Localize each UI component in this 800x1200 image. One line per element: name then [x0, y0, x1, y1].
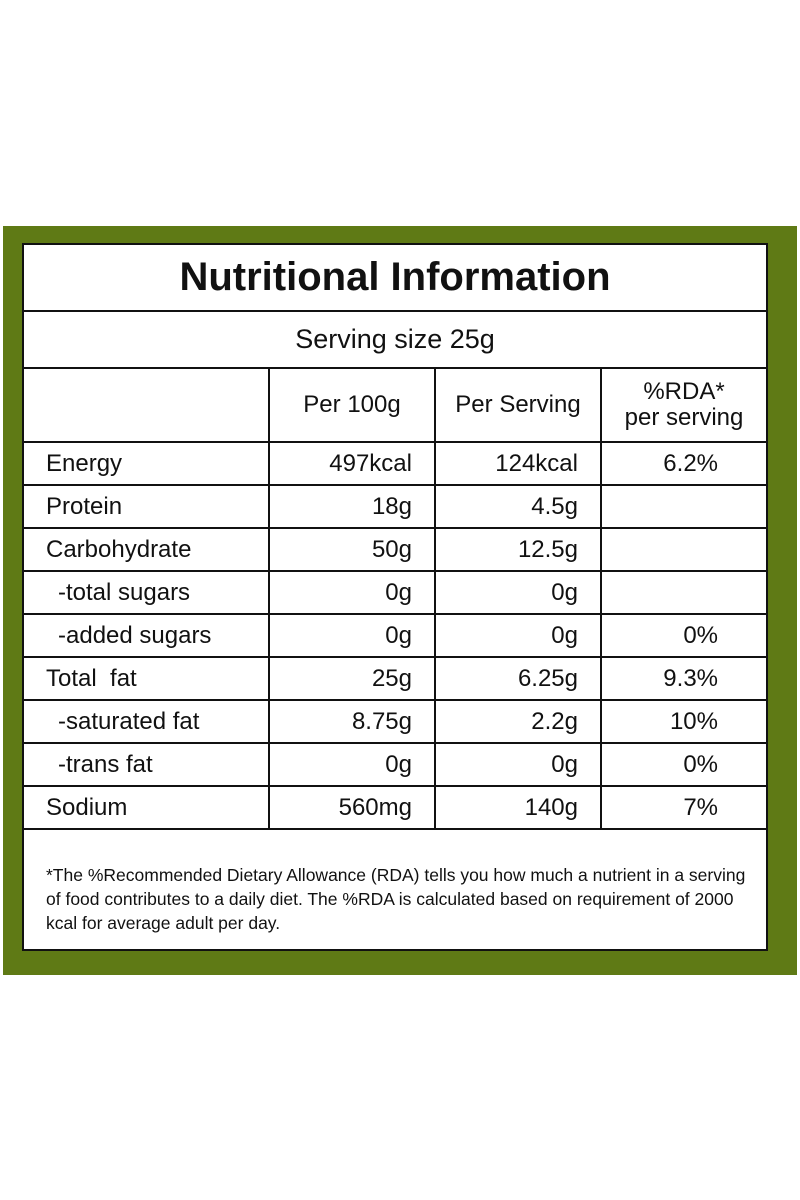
- table-row: Energy 497kcal 124kcal 6.2%: [24, 441, 766, 486]
- rda-value: [600, 484, 766, 529]
- per-100g-value: 0g: [268, 570, 436, 615]
- rda-value: 0%: [600, 613, 766, 658]
- per-100g-value: 18g: [268, 484, 436, 529]
- nutrient-name: Sodium: [24, 785, 270, 830]
- per-serving-value: 12.5g: [434, 527, 602, 572]
- table-row: Carbohydrate 50g 12.5g: [24, 527, 766, 572]
- table-row: -added sugars 0g 0g 0%: [24, 613, 766, 658]
- nutrient-name: -added sugars: [24, 613, 270, 658]
- rda-value: 10%: [600, 699, 766, 744]
- table-row: Total fat 25g 6.25g 9.3%: [24, 656, 766, 701]
- per-100g-value: 25g: [268, 656, 436, 701]
- label-title: Nutritional Information: [24, 245, 766, 312]
- serving-size: Serving size 25g: [24, 312, 766, 369]
- nutrient-name: -total sugars: [24, 570, 270, 615]
- nutrient-name: -saturated fat: [24, 699, 270, 744]
- header-per-100g: Per 100g: [268, 369, 436, 443]
- table-header: Per 100g Per Serving %RDA* per serving: [24, 369, 766, 443]
- nutrient-name: -trans fat: [24, 742, 270, 787]
- rda-value: 9.3%: [600, 656, 766, 701]
- rda-value: [600, 527, 766, 572]
- nutrient-name: Total fat: [24, 656, 270, 701]
- table-row: Sodium 560mg 140g 7%: [24, 785, 766, 830]
- per-serving-value: 124kcal: [434, 441, 602, 486]
- per-100g-value: 0g: [268, 742, 436, 787]
- rda-value: 0%: [600, 742, 766, 787]
- nutrition-panel: Nutritional Information Serving size 25g…: [22, 243, 768, 951]
- per-serving-value: 2.2g: [434, 699, 602, 744]
- per-100g-value: 497kcal: [268, 441, 436, 486]
- per-100g-value: 560mg: [268, 785, 436, 830]
- table-row: -saturated fat 8.75g 2.2g 10%: [24, 699, 766, 744]
- table-row: Protein 18g 4.5g: [24, 484, 766, 529]
- per-serving-value: 140g: [434, 785, 602, 830]
- per-serving-value: 0g: [434, 570, 602, 615]
- table-row: -trans fat 0g 0g 0%: [24, 742, 766, 787]
- header-per-serving: Per Serving: [434, 369, 602, 443]
- per-serving-value: 0g: [434, 613, 602, 658]
- table-row: -total sugars 0g 0g: [24, 570, 766, 615]
- nutrition-table: Per 100g Per Serving %RDA* per serving En…: [24, 369, 766, 830]
- header-nutrient: [24, 369, 270, 443]
- per-100g-value: 8.75g: [268, 699, 436, 744]
- rda-value: [600, 570, 766, 615]
- nutrient-name: Energy: [24, 441, 270, 486]
- header-rda: %RDA* per serving: [600, 369, 766, 443]
- footnote: *The %Recommended Dietary Allowance (RDA…: [46, 865, 746, 933]
- per-serving-value: 4.5g: [434, 484, 602, 529]
- per-serving-value: 6.25g: [434, 656, 602, 701]
- rda-value: 7%: [600, 785, 766, 830]
- nutrient-name: Carbohydrate: [24, 527, 270, 572]
- nutrient-name: Protein: [24, 484, 270, 529]
- per-100g-value: 0g: [268, 613, 436, 658]
- rda-value: 6.2%: [600, 441, 766, 486]
- per-serving-value: 0g: [434, 742, 602, 787]
- per-100g-value: 50g: [268, 527, 436, 572]
